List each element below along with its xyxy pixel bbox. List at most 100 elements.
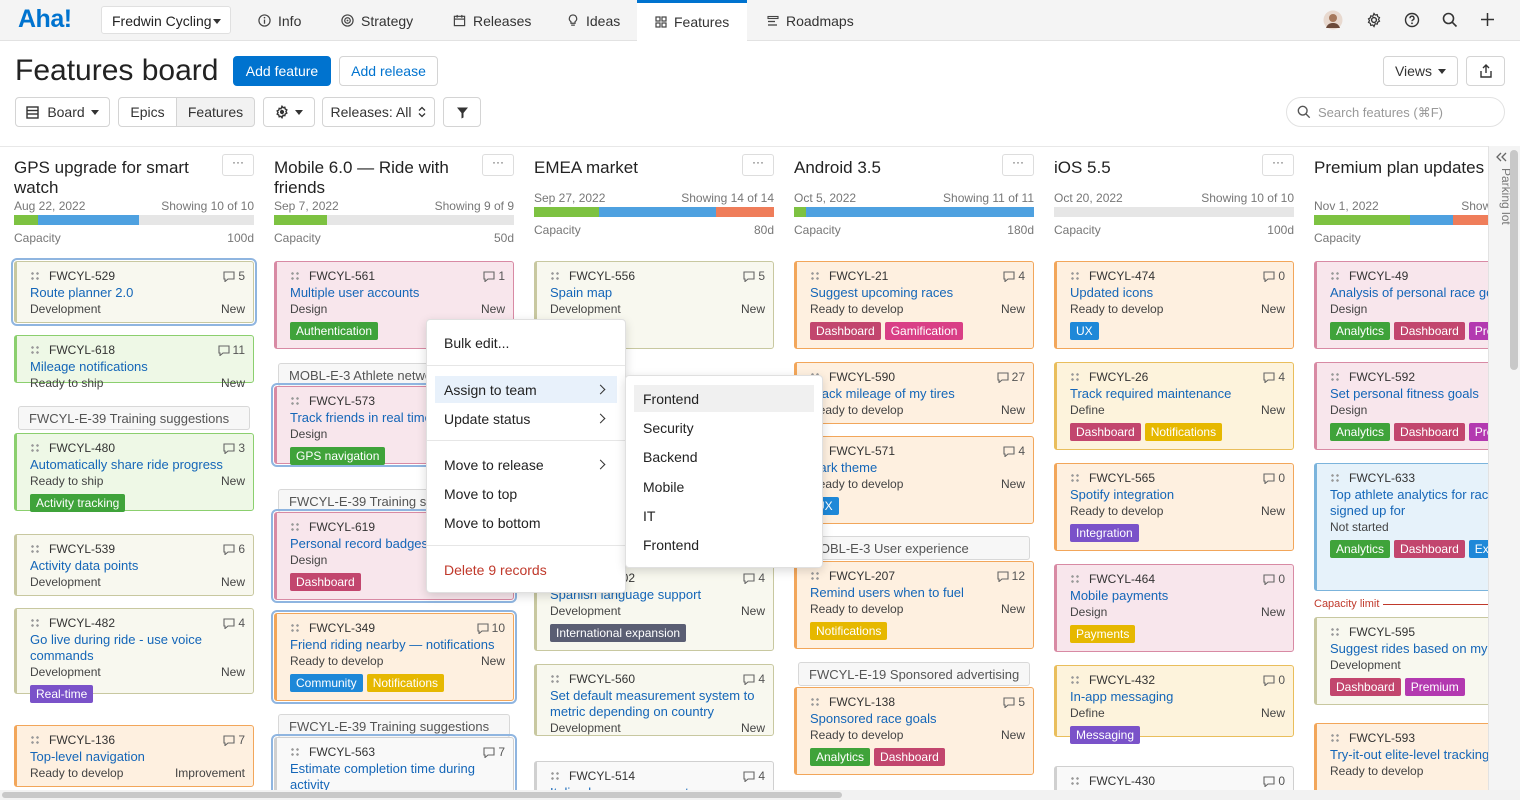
feature-title[interactable]: Spain map [550, 285, 613, 300]
comment-count[interactable]: 4 [1003, 444, 1025, 458]
team-option-it[interactable]: IT [634, 502, 814, 529]
comment-count[interactable]: 5 [743, 269, 765, 283]
feature-card[interactable]: FWCYL-595 Suggest rides based on my Develo… [1314, 617, 1488, 705]
feature-title[interactable]: Track friends in real time [290, 410, 432, 425]
feature-tag[interactable]: Premium [1468, 322, 1488, 340]
feature-tag[interactable]: GPS navigation [290, 447, 386, 465]
epic-group-header[interactable]: FWCYL-E-39 Training suggestions [278, 714, 510, 738]
release-title[interactable]: iOS 5.5 [1054, 158, 1111, 177]
share-button[interactable] [1466, 56, 1505, 86]
drag-handle-icon[interactable] [290, 271, 300, 281]
comment-count[interactable]: 7 [223, 733, 245, 747]
drag-handle-icon[interactable] [30, 618, 40, 628]
menu-item-assign-to-team[interactable]: Assign to team [435, 376, 617, 403]
drag-handle-icon[interactable] [290, 623, 300, 633]
team-option-security[interactable]: Security [634, 414, 814, 441]
feature-title[interactable]: Friend riding nearby — notifications [290, 637, 495, 652]
feature-tag[interactable]: International expansion [550, 624, 687, 642]
feature-title[interactable]: Remind users when to fuel [810, 585, 964, 600]
feature-card[interactable]: FWCYL-571 4 Dark theme Ready to develop New U… [794, 436, 1034, 524]
feature-tag[interactable]: Dashboard [1394, 423, 1465, 441]
comment-count[interactable]: 1 [483, 269, 505, 283]
release-title[interactable]: GPS upgrade for smart watch [14, 158, 189, 197]
feature-tag[interactable]: Analytics [1330, 540, 1391, 558]
feature-tag[interactable]: Gamification [884, 322, 964, 340]
feature-title[interactable]: Personal record badges [290, 536, 429, 551]
feature-card[interactable]: FWCYL-633 Top athlete analytics for racer… [1314, 463, 1488, 591]
feature-title[interactable]: Mobile payments [1070, 588, 1169, 603]
drag-handle-icon[interactable] [810, 571, 820, 581]
column-menu-button[interactable]: ··· [1262, 154, 1294, 176]
feature-tag[interactable]: Integration [1070, 524, 1139, 542]
feature-card[interactable]: FWCYL-590 27 Track mileage of my tires Read… [794, 362, 1034, 424]
feature-title[interactable]: Spotify integration [1070, 487, 1175, 502]
feature-title[interactable]: Estimate completion time during activity [290, 761, 475, 790]
feature-tag[interactable]: Premium [1404, 678, 1465, 696]
feature-title[interactable]: Track mileage of my tires [810, 386, 955, 401]
feature-card[interactable]: FWCYL-482 4 Go live during ride - use voic… [14, 608, 254, 703]
drag-handle-icon[interactable] [810, 697, 820, 707]
feature-tag[interactable]: Dashboard [1070, 423, 1141, 441]
feature-title[interactable]: Route planner 2.0 [30, 285, 134, 300]
feature-tag[interactable]: Dashboard [810, 322, 881, 340]
feature-tag[interactable]: UX [1070, 322, 1099, 340]
comment-count[interactable]: 4 [743, 672, 765, 686]
drag-handle-icon[interactable] [1330, 271, 1340, 281]
feature-card[interactable]: FWCYL-529 5 Route planner 2.0 Development Ne… [11, 258, 257, 326]
feature-card[interactable]: FWCYL-430 0 [1054, 766, 1294, 790]
drag-handle-icon[interactable] [290, 396, 300, 406]
comment-count[interactable]: 0 [1263, 572, 1285, 586]
add-button[interactable] [1480, 12, 1495, 27]
menu-item-move-to-top[interactable]: Move to top [435, 480, 617, 507]
feature-tag[interactable]: Real-time [30, 685, 94, 703]
feature-card[interactable]: FWCYL-480 3 Automatically share ride progr… [14, 433, 254, 512]
nav-tab-ideas[interactable]: Ideas [567, 0, 620, 41]
settings-dropdown[interactable] [263, 97, 315, 127]
comment-count[interactable]: 10 [477, 621, 505, 635]
search-button[interactable] [1442, 12, 1458, 28]
feature-tag[interactable]: Payments [1070, 625, 1136, 643]
feature-card[interactable]: FWCYL-26 4 Track required maintenance Defin… [1054, 362, 1294, 450]
feature-card[interactable]: FWCYL-539 6 Activity data points Developmen… [14, 534, 254, 596]
comment-count[interactable]: 12 [997, 569, 1025, 583]
menu-item-move-to-bottom[interactable]: Move to bottom [435, 509, 617, 536]
feature-tag[interactable]: Export [1468, 540, 1488, 558]
column-menu-button[interactable]: ··· [1002, 154, 1034, 176]
feature-card[interactable]: FWCYL-563 7 Estimate completion time durin… [271, 734, 517, 790]
drag-handle-icon[interactable] [290, 747, 300, 757]
drag-handle-icon[interactable] [30, 271, 40, 281]
comment-count[interactable]: 4 [743, 769, 765, 783]
comment-count[interactable]: 0 [1263, 269, 1285, 283]
comment-count[interactable]: 11 [217, 343, 245, 357]
feature-title[interactable]: Mileage notifications [30, 359, 148, 374]
team-option-frontend-2[interactable]: Frontend [634, 531, 814, 558]
column-menu-button[interactable]: ··· [742, 154, 774, 176]
add-release-button[interactable]: Add release [339, 56, 438, 86]
drag-handle-icon[interactable] [810, 271, 820, 281]
feature-tag[interactable]: Authentication [290, 322, 379, 340]
drag-handle-icon[interactable] [1330, 627, 1340, 637]
menu-item-update-status[interactable]: Update status [435, 405, 617, 432]
help-button[interactable] [1404, 12, 1420, 28]
drag-handle-icon[interactable] [30, 443, 40, 453]
feature-title[interactable]: Activity data points [30, 558, 139, 573]
feature-title[interactable]: Top-level navigation [30, 749, 145, 764]
feature-card[interactable]: FWCYL-432 0 In-app messaging Define New Messa… [1054, 665, 1294, 744]
feature-title[interactable]: Dark theme [810, 460, 878, 475]
drag-handle-icon[interactable] [1070, 372, 1080, 382]
feature-tag[interactable]: Analytics [810, 748, 871, 766]
release-title[interactable]: Premium plan updates [1314, 158, 1485, 177]
feature-card[interactable]: FWCYL-349 10 Friend riding nearby — notifi… [271, 610, 517, 704]
epic-group-header[interactable]: FWCYL-E-19 Sponsored advertising [798, 662, 1030, 686]
nav-tab-roadmaps[interactable]: Roadmaps [767, 0, 854, 41]
drag-handle-icon[interactable] [1330, 733, 1340, 743]
feature-title[interactable]: Italian language support [550, 785, 765, 790]
drag-handle-icon[interactable] [30, 345, 40, 355]
drag-handle-icon[interactable] [1070, 776, 1080, 786]
comment-count[interactable]: 27 [997, 370, 1025, 384]
feature-card[interactable]: FWCYL-593 Try-it-out elite-level tracking… [1314, 723, 1488, 790]
nav-tab-info[interactable]: Info [258, 0, 301, 41]
feature-title[interactable]: Multiple user accounts [290, 285, 420, 300]
vertical-scrollbar[interactable] [1510, 150, 1518, 370]
feature-title[interactable]: Automatically share ride progress [30, 457, 223, 472]
